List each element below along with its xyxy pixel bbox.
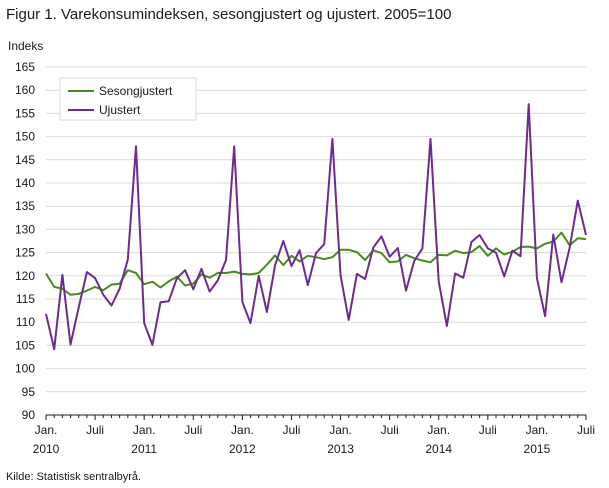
chart-title: Figur 1. Varekonsumindeksen, sesongjuste…: [6, 6, 452, 23]
x-tick-label: Jan.: [329, 423, 352, 437]
x-tick-label: Jan.: [427, 423, 450, 437]
x-tick-label: 2013: [327, 442, 354, 456]
source-note: Kilde: Statistisk sentralbyrå.: [6, 471, 142, 483]
legend-label-sesongjustert: Sesongjustert: [99, 84, 173, 98]
x-tick-label: Jan.: [526, 423, 549, 437]
series-line-ujustert: [45, 103, 587, 351]
y-axis-label: Indeks: [8, 39, 43, 53]
y-tick-label: 165: [15, 60, 35, 74]
x-tick-label: 2010: [33, 442, 60, 456]
y-tick-label: 115: [16, 292, 35, 306]
y-tick-label: 110: [16, 315, 35, 329]
y-tick-label: 145: [15, 153, 35, 167]
y-tick-label: 160: [15, 83, 35, 97]
y-tick-label: 130: [15, 222, 35, 236]
x-tick-label: Juli: [184, 423, 202, 437]
x-tick-label: 2014: [425, 442, 452, 456]
y-tick-label: 135: [15, 199, 35, 213]
y-tick-label: 100: [15, 362, 35, 376]
y-tick-label: 155: [15, 106, 35, 120]
y-tick-label: 125: [15, 246, 35, 260]
legend: Sesongjustert Ujustert: [59, 77, 197, 121]
x-axis: [45, 414, 587, 420]
x-tick-label: Jan.: [133, 423, 156, 437]
y-axis-ticks: 90 95 100 105 110 115 120 125 130 135 140 145 150 155…: [15, 60, 35, 422]
x-tick-label: Juli: [381, 423, 399, 437]
x-tick-label: Juli: [282, 423, 300, 437]
legend-box: [59, 77, 197, 121]
x-tick-label: Juli: [479, 423, 497, 437]
legend-label-ujustert: Ujustert: [99, 103, 141, 117]
y-tick-label: 140: [15, 176, 35, 190]
series-lines: [45, 103, 587, 351]
series-line-sesongjustert: [45, 231, 587, 296]
y-tick-label: 95: [22, 385, 36, 399]
y-tick-label: 120: [15, 269, 35, 283]
x-tick-label: 2012: [229, 442, 256, 456]
x-tick-label: Jan.: [35, 423, 58, 437]
y-tick-label: 90: [22, 408, 36, 422]
x-tick-label: Juli: [577, 423, 595, 437]
x-tick-label: 2015: [524, 442, 551, 456]
y-tick-label: 105: [15, 338, 35, 352]
x-tick-label: Juli: [86, 423, 104, 437]
x-axis-ticks: Jan. 2010 Juli Jan. 2011 Juli Jan. 2012 Juli Jan.…: [33, 423, 595, 456]
x-tick-label: 2011: [131, 442, 157, 456]
x-tick-label: Jan.: [231, 423, 254, 437]
y-tick-label: 150: [15, 130, 35, 144]
